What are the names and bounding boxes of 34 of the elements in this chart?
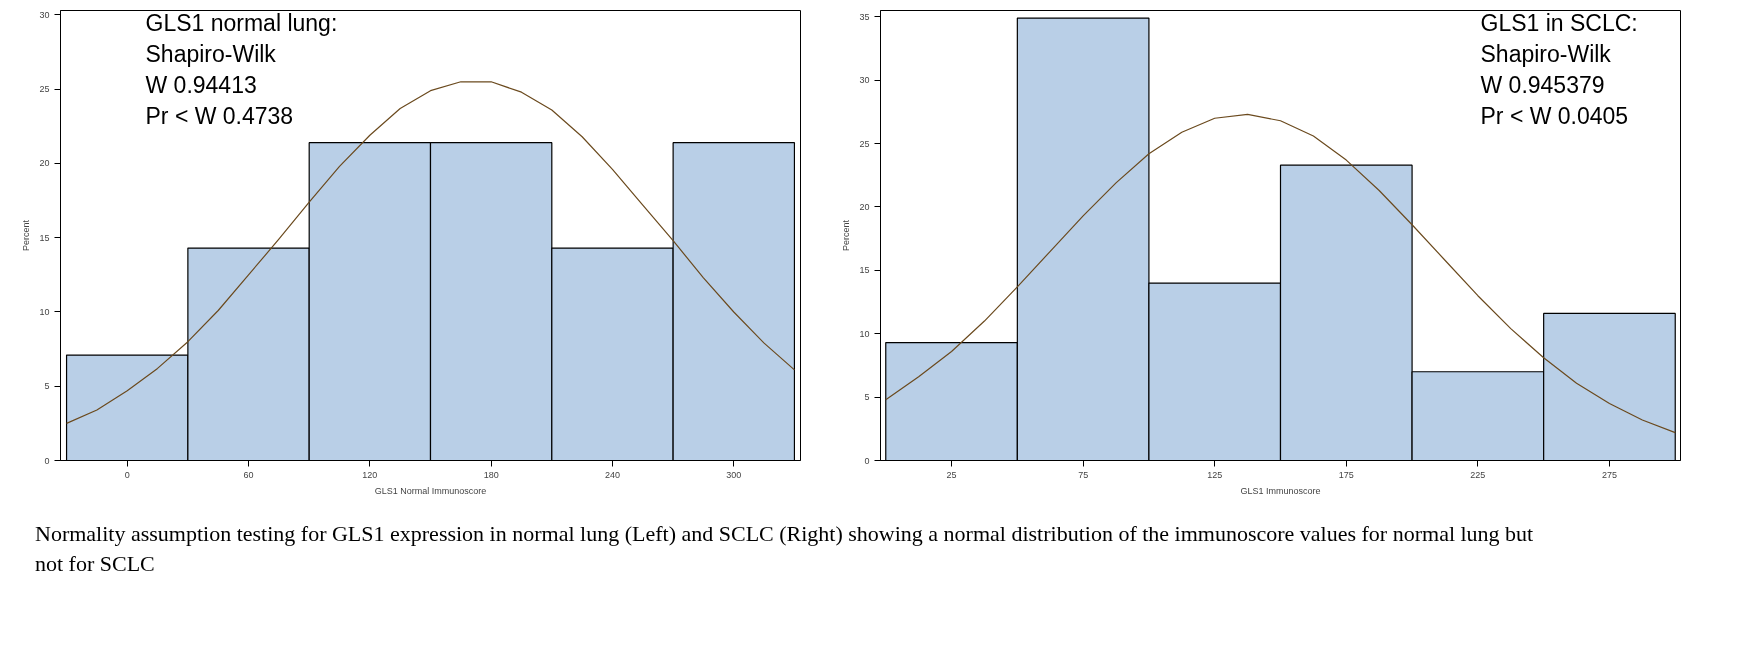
y-tick-label: 0	[44, 455, 50, 466]
annotation: GLS1 normal lung: Shapiro-Wilk W 0.94413 Pr < W 0.4738	[145, 9, 338, 129]
x-tick-label: 0	[124, 469, 130, 480]
annotation: GLS1 in SCLC: Shapiro-Wilk W 0.945379 Pr < W 0.0405	[1480, 9, 1638, 129]
x-axis-title: GLS1 Normal Immunoscore	[374, 485, 487, 496]
x-tick-label: 275	[1601, 469, 1617, 480]
y-tick-label: 30	[39, 9, 50, 20]
x-tick-label: 120	[362, 469, 378, 480]
y-tick-label: 5	[864, 392, 870, 403]
x-tick-label: 240	[604, 469, 620, 480]
y-tick-label: 25	[859, 138, 870, 149]
y-tick-label: 25	[39, 84, 50, 95]
y-tick-label: 35	[859, 11, 870, 22]
y-tick-label: 5	[44, 381, 50, 392]
y-tick-label: 10	[859, 328, 870, 339]
y-tick-label: 20	[39, 158, 50, 169]
y-tick-label: 20	[859, 201, 870, 212]
x-tick-label: 60	[243, 469, 254, 480]
y-tick-label: 0	[864, 455, 870, 466]
x-tick-label: 75	[1078, 469, 1089, 480]
x-tick-label: 225	[1470, 469, 1486, 480]
text: Normality assumption testing for GLS1 expression in normal lung (Left) and SCLC (Right) showing a normal distribution of the immunoscore values for normal lung but not for SCLC	[35, 520, 1535, 578]
x-tick-label: 125	[1207, 469, 1223, 480]
x-axis-title: GLS1 Immunoscore	[1240, 485, 1321, 496]
y-axis-title: Percent	[21, 219, 32, 252]
x-tick-label: 300	[726, 469, 742, 480]
x-tick-label: 175	[1338, 469, 1354, 480]
y-tick-label: 15	[859, 265, 870, 276]
y-tick-label: 10	[39, 306, 50, 317]
y-axis-title: Percent	[841, 219, 852, 252]
y-tick-label: 15	[39, 232, 50, 243]
y-tick-label: 30	[859, 75, 870, 86]
x-tick-label: 180	[483, 469, 499, 480]
x-tick-label: 25	[946, 469, 957, 480]
